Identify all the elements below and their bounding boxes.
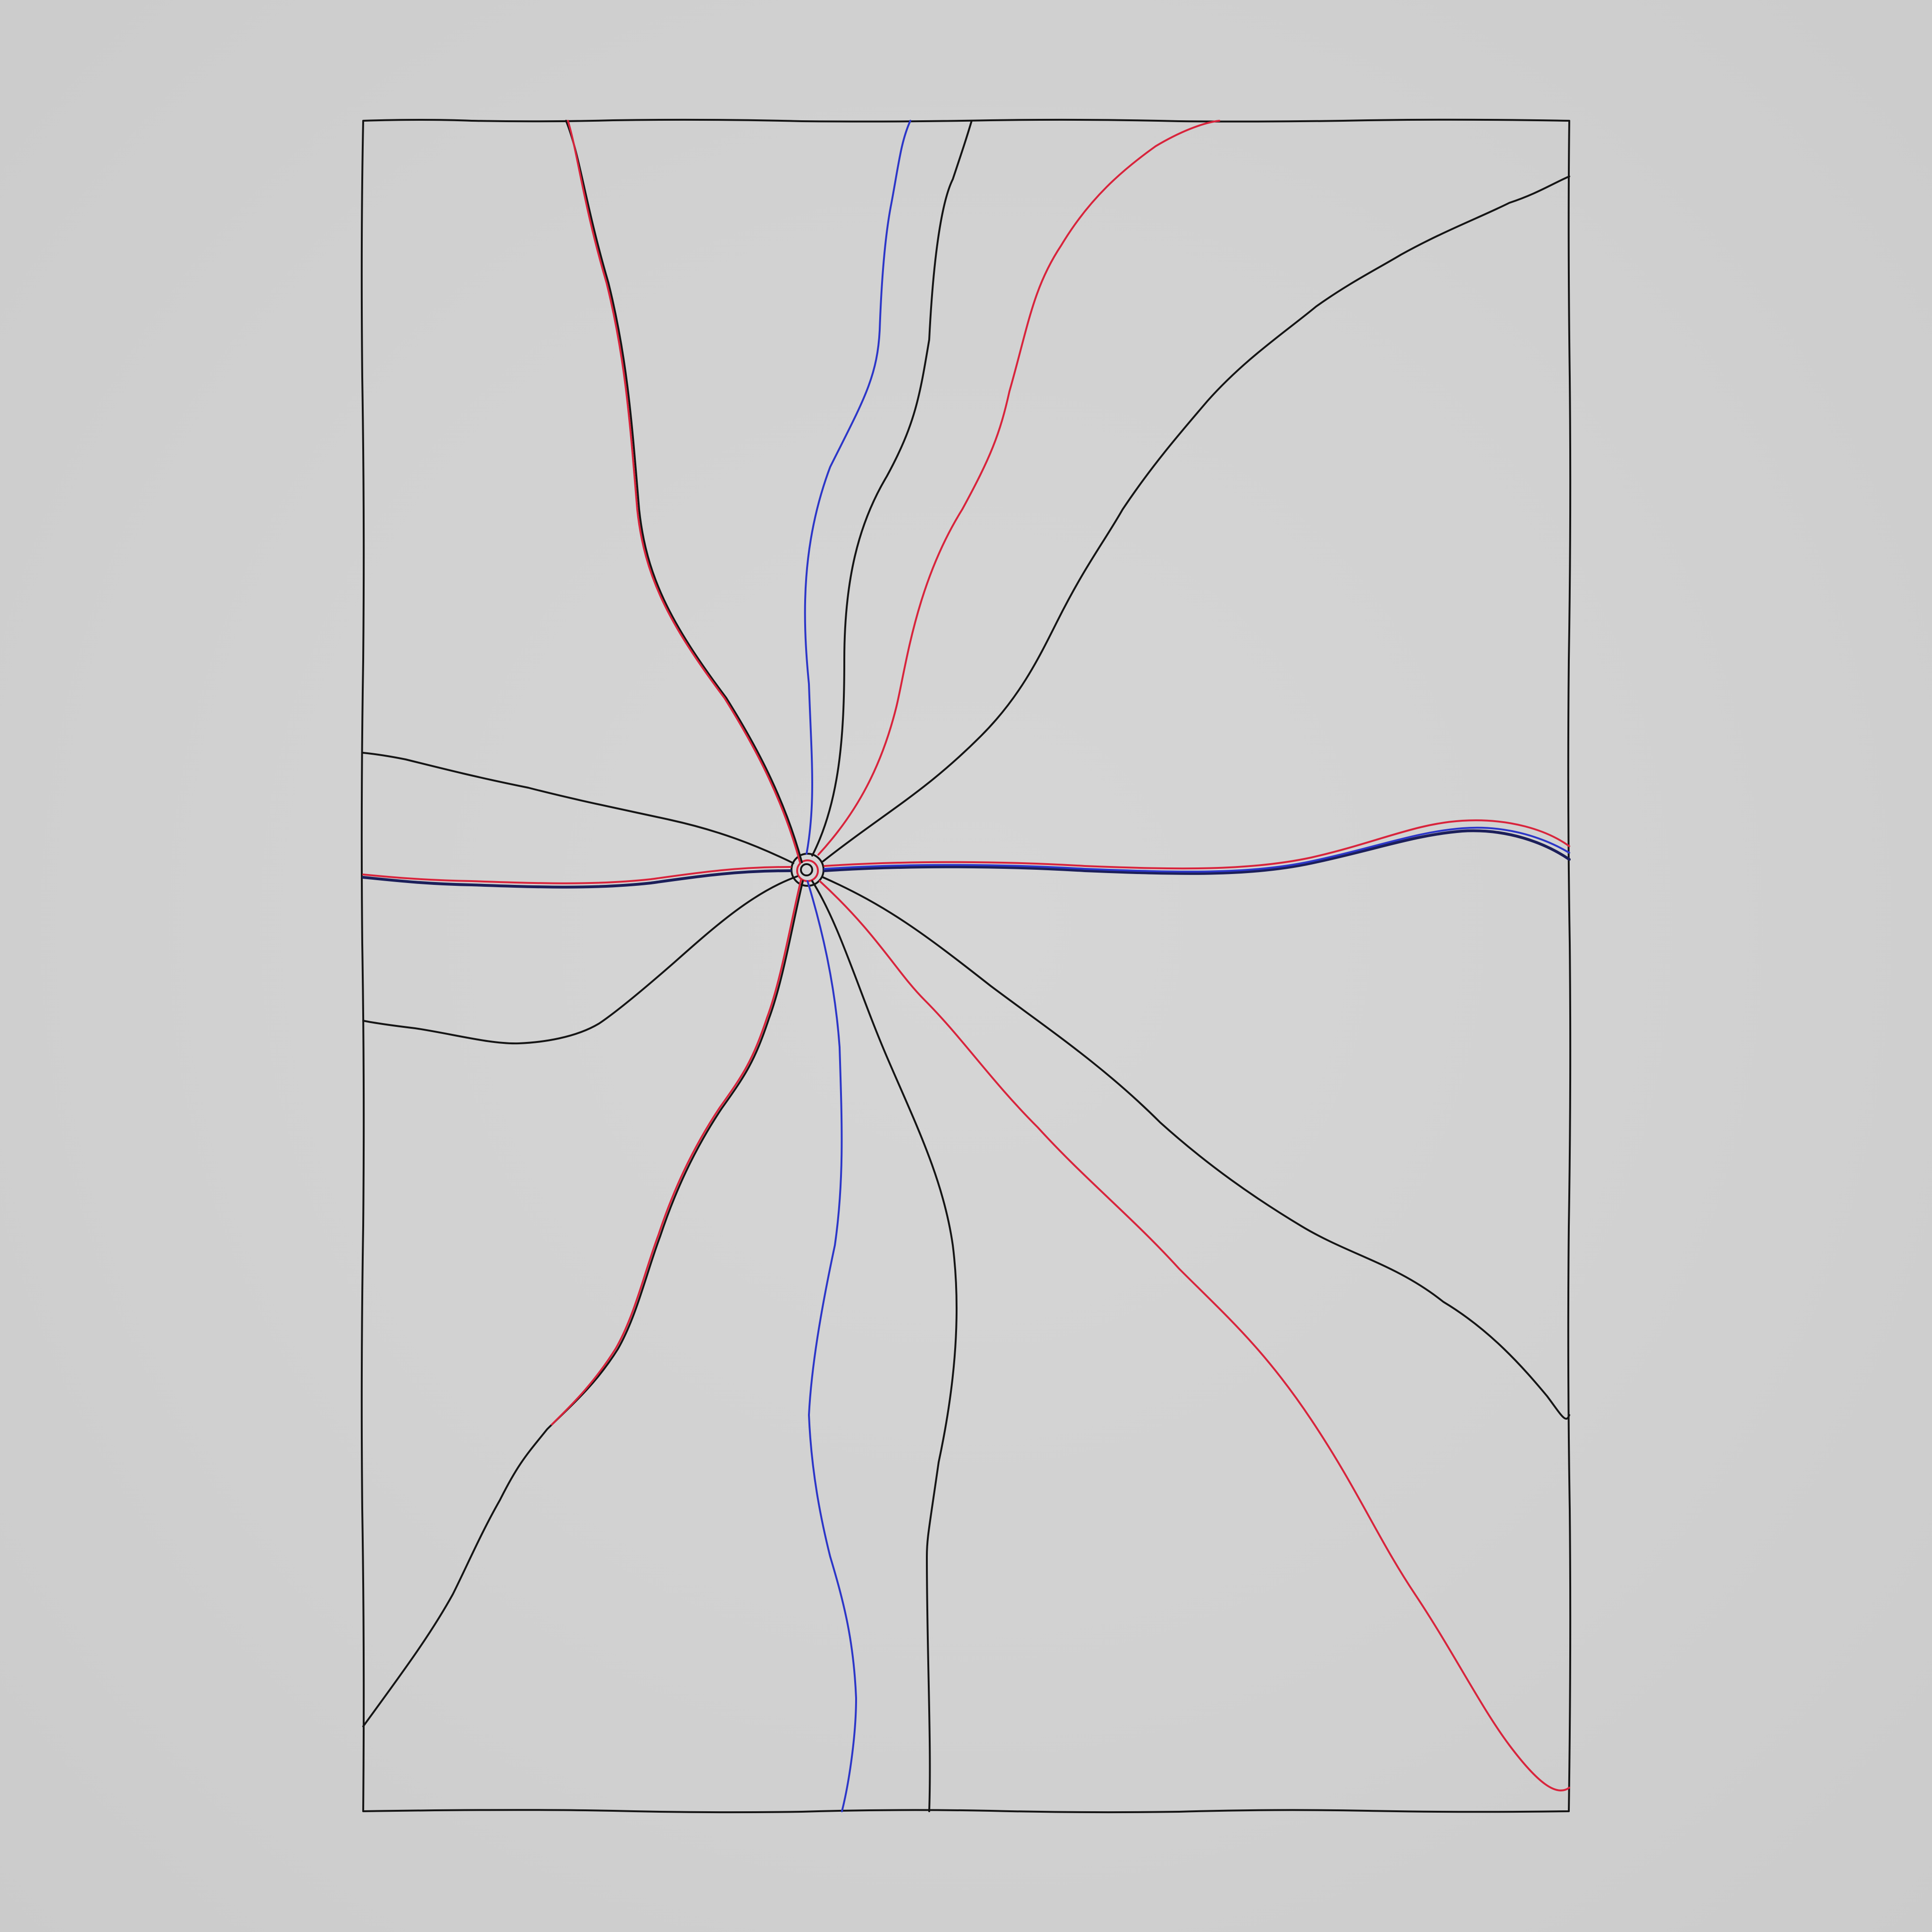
- line-down-right-black: [823, 877, 1569, 1419]
- line-right-blue: [824, 828, 1569, 872]
- line-up-left-red: [568, 121, 800, 862]
- line-down-black: [812, 881, 957, 1811]
- line-up-black: [812, 121, 972, 856]
- line-right-red: [824, 820, 1569, 868]
- line-down-blue: [808, 881, 856, 1811]
- center-ring-inner: [801, 864, 812, 875]
- line-left-red: [363, 867, 791, 883]
- line-up-right-red: [818, 121, 1219, 855]
- line-left-upper-black: [363, 753, 793, 863]
- line-up-right-black: [823, 176, 1569, 861]
- line-down-left-black: [363, 881, 803, 1726]
- radiating-lines: [363, 121, 1569, 1811]
- line-right-navy: [824, 831, 1569, 874]
- line-up-blue: [805, 121, 910, 854]
- line-left-lower-black: [363, 876, 797, 1043]
- line-down-right-red: [820, 881, 1569, 1790]
- line-up-left-black: [566, 121, 802, 862]
